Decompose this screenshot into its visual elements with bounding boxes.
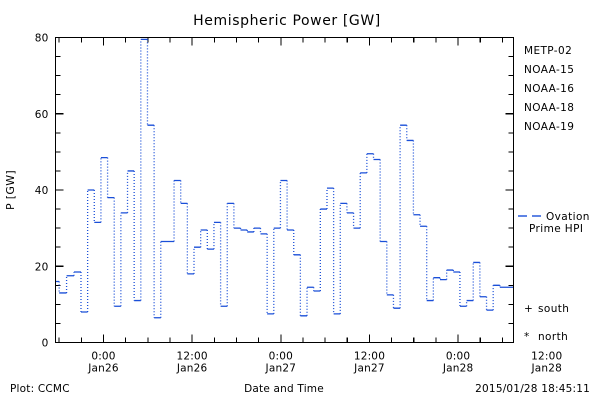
plot-frame <box>54 36 515 344</box>
hemisphere-label-south: south <box>538 303 569 315</box>
y-tick-label-20: 20 <box>35 261 49 273</box>
ovation-legend-label-line1: Ovation <box>546 211 590 223</box>
x-tick-date-label-3: Jan27 <box>353 363 385 375</box>
x-tick-time-label-2: 0:00 <box>269 351 293 363</box>
x-tick-time-label-1: 12:00 <box>177 351 208 363</box>
legend-item-noaa-18: NOAA-18 <box>524 102 574 114</box>
legend-item-noaa-15: NOAA-15 <box>524 64 574 76</box>
hemisphere-legend: + south * north <box>524 303 569 343</box>
legend-item-noaa-16: NOAA-16 <box>524 83 574 95</box>
page-title: Hemispheric Power [GW] <box>193 13 381 29</box>
y-tick-label-40: 40 <box>35 185 49 197</box>
x-tick-date-label-0: Jan26 <box>87 363 119 375</box>
x-tick-date-label-2: Jan27 <box>265 363 297 375</box>
hemisphere-symbol-south: + <box>524 303 533 315</box>
x-tick-date-label-4: Jan28 <box>442 363 474 375</box>
satellite-legend: METP-02 NOAA-15 NOAA-16 NOAA-18 NOAA-19 <box>524 45 574 133</box>
y-tick-label-60: 60 <box>35 109 49 121</box>
ovation-legend-label-line2: Prime HPI <box>529 223 583 235</box>
x-tick-time-label-3: 12:00 <box>354 351 385 363</box>
y-tick-label-0: 0 <box>42 338 49 350</box>
x-tick-time-label-4: 0:00 <box>446 351 470 363</box>
series-steps-0 <box>55 38 514 319</box>
x-tick-date-label-1: Jan26 <box>176 363 208 375</box>
legend-item-noaa-19: NOAA-19 <box>524 121 574 133</box>
hemisphere-symbol-north: * <box>524 331 530 343</box>
hemisphere-label-north: north <box>538 331 568 343</box>
x-tick-time-label-0: 0:00 <box>91 351 115 363</box>
y-axis-label: P [GW] <box>4 170 17 210</box>
x-axis-caption: Date and Time <box>244 383 324 395</box>
y-tick-label-80: 80 <box>35 33 49 45</box>
generated-timestamp: 2015/01/28 18:45:11 <box>475 383 590 395</box>
legend-item-metp-02: METP-02 <box>524 45 572 57</box>
x-axis-ticks: 0:00Jan2612:00Jan260:00Jan2712:00Jan270:… <box>58 37 562 375</box>
x-tick-time-label-5: 12:00 <box>531 351 562 363</box>
plot-credit: Plot: CCMC <box>10 383 70 395</box>
series-risers-0 <box>58 39 501 318</box>
model-legend: Ovation Prime HPI <box>518 211 590 235</box>
data-series-layer <box>55 38 514 319</box>
x-tick-date-label-5: Jan28 <box>530 363 562 375</box>
